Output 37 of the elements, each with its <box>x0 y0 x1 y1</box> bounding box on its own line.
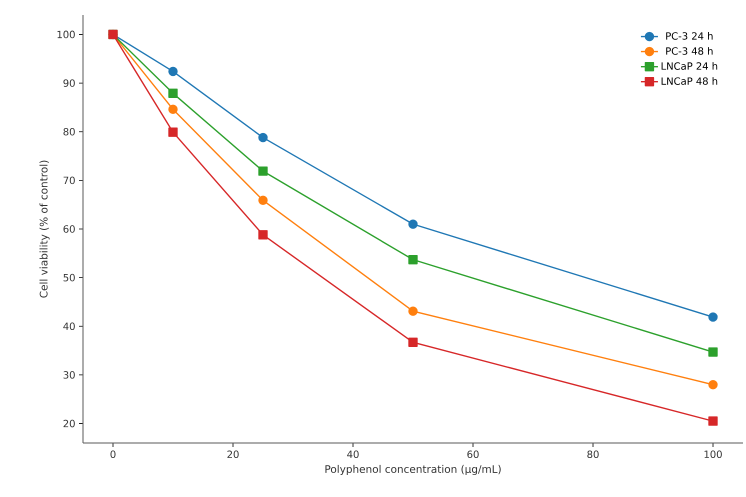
point <box>258 132 268 142</box>
y-tick-label: 100 <box>58 30 75 38</box>
point <box>168 66 178 76</box>
point <box>708 416 718 426</box>
x-tick-label: 40 <box>347 450 359 458</box>
y-tick-label: 90 <box>63 79 75 87</box>
legend-label: PC-3 24 h <box>666 32 713 40</box>
point <box>168 128 178 137</box>
x-tick-label: 20 <box>227 450 239 458</box>
y-tick-label: 80 <box>63 128 75 136</box>
legend-label: LNCaP 24 h <box>662 62 718 70</box>
x-tick-label: 60 <box>467 450 479 458</box>
point <box>408 338 418 348</box>
x-tick-label: 100 <box>704 450 722 458</box>
y-tick-label: 40 <box>63 322 75 330</box>
point <box>258 166 268 176</box>
x-tick-label: 0 <box>110 450 116 458</box>
point <box>408 219 418 229</box>
point <box>168 104 178 114</box>
x-axis-title: Polyphenol concentration (µg/mL) <box>325 464 501 476</box>
legend-label: PC-3 48 h <box>666 47 713 55</box>
y-tick-label: 30 <box>64 371 75 379</box>
y-tick-label: 50 <box>64 274 75 282</box>
point <box>168 88 178 98</box>
y-tick-label: 60 <box>64 225 75 233</box>
point <box>708 347 718 357</box>
point <box>408 306 418 316</box>
x-tick-label: 80 <box>587 450 599 458</box>
point <box>258 230 268 240</box>
point <box>408 254 418 264</box>
legend-label: LNCaP 48 h <box>662 77 718 85</box>
y-axis-title: Cell viability (% of control) <box>40 160 50 298</box>
point <box>258 196 268 205</box>
y-tick-label: 70 <box>64 176 75 184</box>
y-tick-label: 20 <box>64 420 75 428</box>
point <box>708 312 718 322</box>
point <box>708 380 718 390</box>
